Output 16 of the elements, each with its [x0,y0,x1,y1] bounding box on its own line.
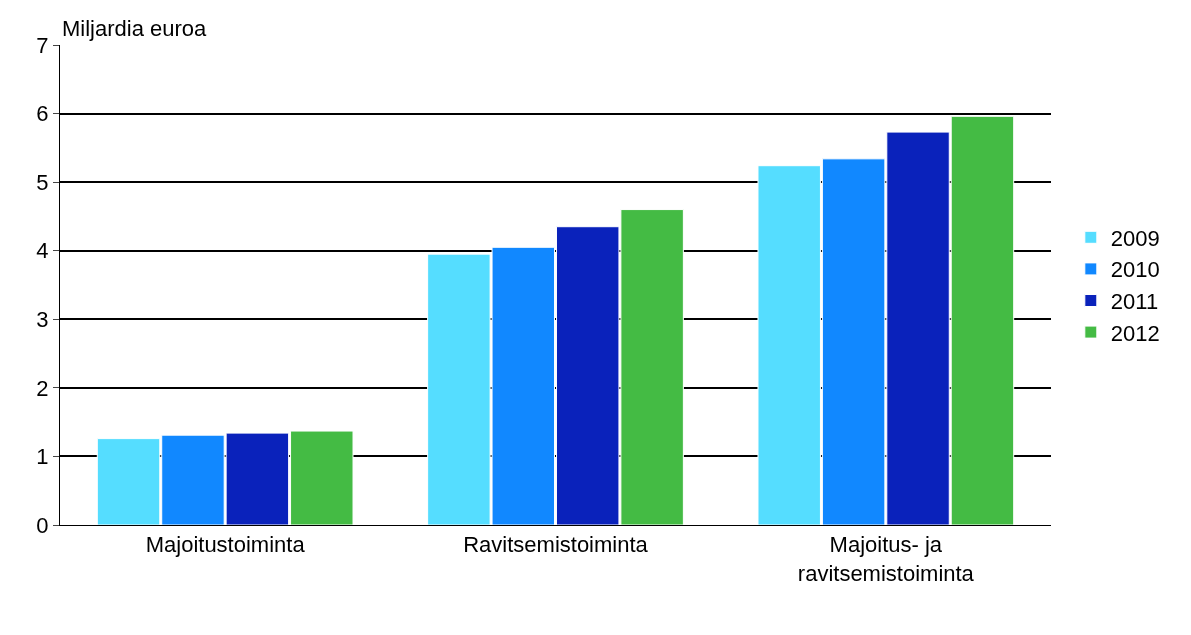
y-tick-label: 4 [36,238,49,264]
y-tick-label: 2 [36,375,49,401]
y-axis-title: Miljardia euroa [62,16,208,41]
y-tick-label: 1 [36,444,49,470]
x-tick-label: Majoitustoiminta [145,532,306,558]
y-tick-label: 7 [36,32,49,58]
y-tick-label: 6 [36,101,49,127]
y-tick-label: 5 [36,169,49,195]
y-tick-label: 3 [36,306,49,332]
x-tick-label: Ravitsemistoiminta [463,532,649,558]
legend-label: 2011 [1110,289,1159,315]
legend-label: 2009 [1110,225,1160,251]
x-tick-label: Majoitus- ja ravitsemistoiminta [797,532,975,586]
y-tick-label: 0 [36,512,49,538]
legend-label: 2012 [1110,320,1160,346]
legend-label: 2010 [1110,257,1160,283]
